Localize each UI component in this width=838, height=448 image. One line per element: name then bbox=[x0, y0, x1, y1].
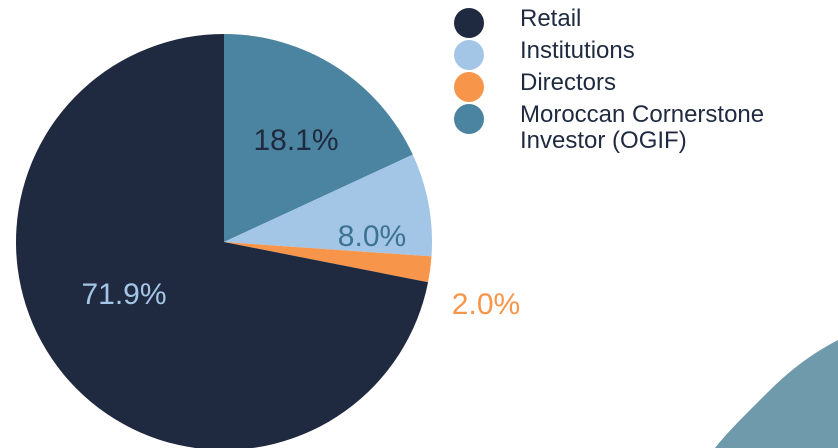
data-label: 8.0% bbox=[338, 220, 406, 253]
legend-label: Institutions bbox=[520, 37, 635, 64]
legend-swatch bbox=[454, 8, 484, 38]
legend-item: Directors bbox=[452, 70, 838, 102]
pie-slice bbox=[224, 34, 413, 242]
pie-slice bbox=[224, 242, 432, 283]
legend-item: Retail bbox=[452, 6, 838, 38]
legend-label: Moroccan Cornerstone Investor (OGIF) bbox=[520, 101, 765, 154]
pie-slice bbox=[16, 34, 429, 448]
pie-slice bbox=[224, 154, 432, 257]
legend-label: Directors bbox=[520, 69, 617, 96]
data-label: 2.0% bbox=[452, 288, 520, 321]
legend-swatch bbox=[454, 104, 484, 134]
decoration bbox=[715, 340, 838, 448]
legend-swatch bbox=[454, 40, 484, 70]
legend-item: Moroccan Cornerstone Investor (OGIF) bbox=[452, 102, 838, 154]
data-label: 71.9% bbox=[81, 278, 166, 311]
legend-swatch bbox=[454, 72, 484, 102]
legend-item: Institutions bbox=[452, 38, 838, 70]
legend-label: Retail bbox=[520, 6, 582, 32]
data-label: 18.1% bbox=[253, 124, 338, 157]
legend: Retail Institutions Directors Moroccan Corn… bbox=[452, 6, 838, 154]
